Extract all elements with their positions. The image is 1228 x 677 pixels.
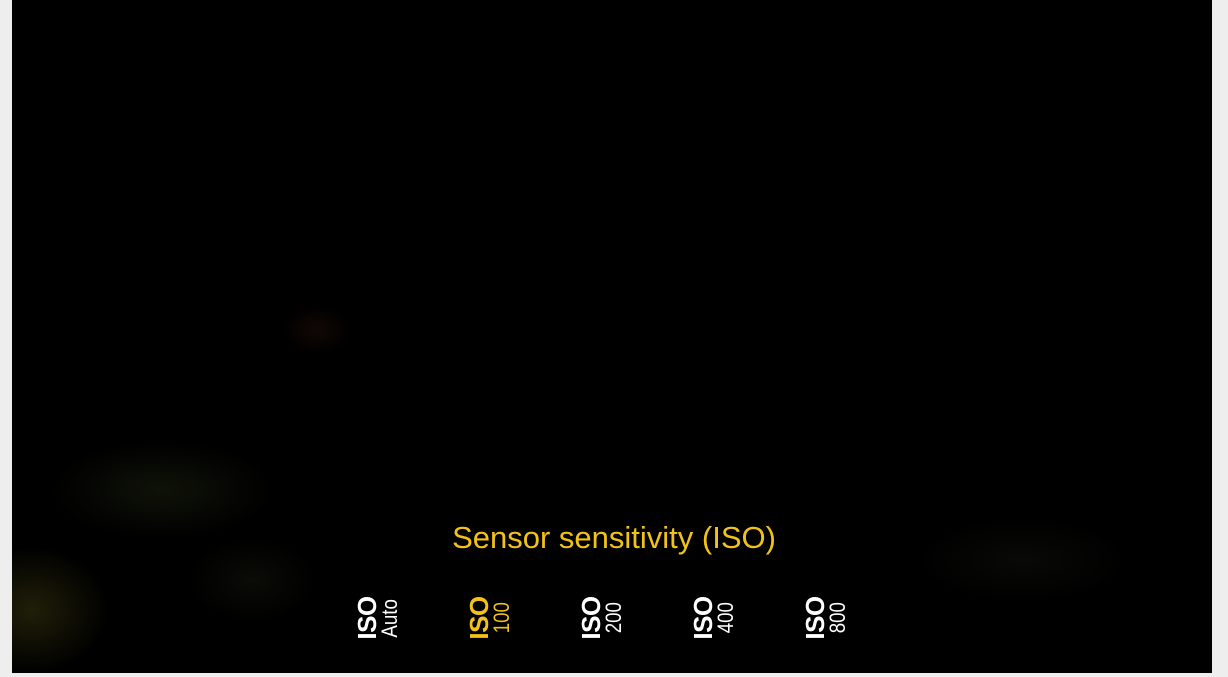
iso-option-value: Auto — [377, 598, 402, 638]
iso-option-label: ISO — [352, 596, 382, 640]
iso-option-label: ISO — [576, 596, 606, 640]
viewfinder-dark-spot — [262, 290, 372, 370]
iso-option-value: 100 — [489, 602, 514, 634]
iso-option-800[interactable]: ISO 800 — [796, 588, 856, 648]
viewfinder-background-shadow — [872, 480, 1172, 640]
iso-option-value: 800 — [825, 602, 850, 634]
iso-option-label: ISO — [688, 596, 718, 640]
iso-setting-title: Sensor sensitivity (ISO) — [452, 520, 776, 555]
iso-option-400[interactable]: ISO 400 — [684, 588, 744, 648]
iso-option-auto[interactable]: ISO Auto — [348, 588, 408, 648]
iso-options-row: ISO Auto ISO 100 ISO 200 ISO 400 ISO 800 — [0, 588, 1228, 648]
iso-option-200[interactable]: ISO 200 — [572, 588, 632, 648]
iso-option-value: 400 — [713, 602, 738, 634]
iso-option-label: ISO — [464, 596, 494, 640]
iso-option-label: ISO — [800, 596, 830, 640]
viewfinder-foliage-shadow — [12, 380, 332, 673]
camera-viewfinder[interactable] — [12, 0, 1212, 673]
iso-option-value: 200 — [601, 602, 626, 634]
iso-option-100[interactable]: ISO 100 — [460, 588, 520, 648]
